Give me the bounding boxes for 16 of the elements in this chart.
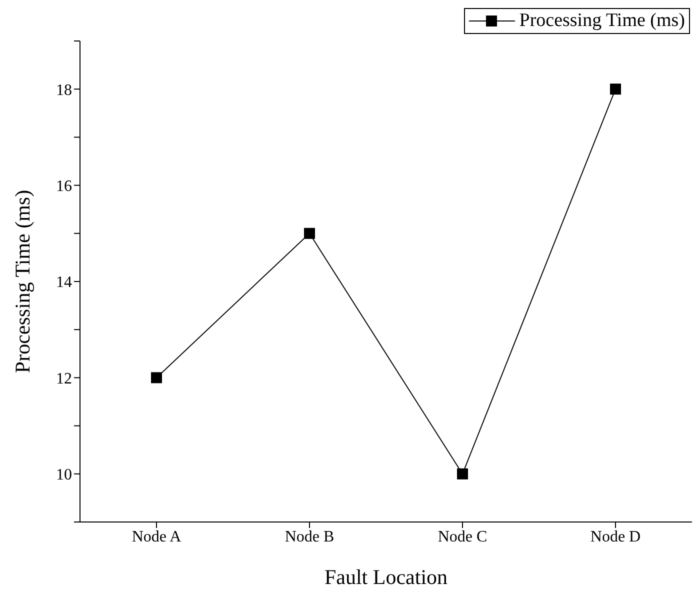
point bbox=[457, 468, 468, 480]
x-tick-label: Node D bbox=[590, 528, 641, 546]
x-tick-label: Node A bbox=[132, 528, 182, 546]
y-tick-label: 10 bbox=[56, 466, 72, 484]
legend-label: Processing Time (ms) bbox=[519, 10, 685, 32]
y-tick-label: 12 bbox=[56, 370, 72, 388]
point bbox=[610, 84, 621, 95]
x-axis-title: Fault Location bbox=[324, 565, 448, 589]
y-tick-label: 18 bbox=[56, 82, 72, 99]
x-tick-label: Node C bbox=[438, 528, 488, 546]
point bbox=[304, 228, 315, 239]
x-tick-label: Node B bbox=[284, 528, 334, 546]
y-tick-label: 14 bbox=[56, 274, 72, 292]
y-tick-label: 16 bbox=[56, 178, 72, 195]
y-axis-title: Processing Time (ms) bbox=[10, 190, 34, 374]
point bbox=[151, 372, 162, 384]
